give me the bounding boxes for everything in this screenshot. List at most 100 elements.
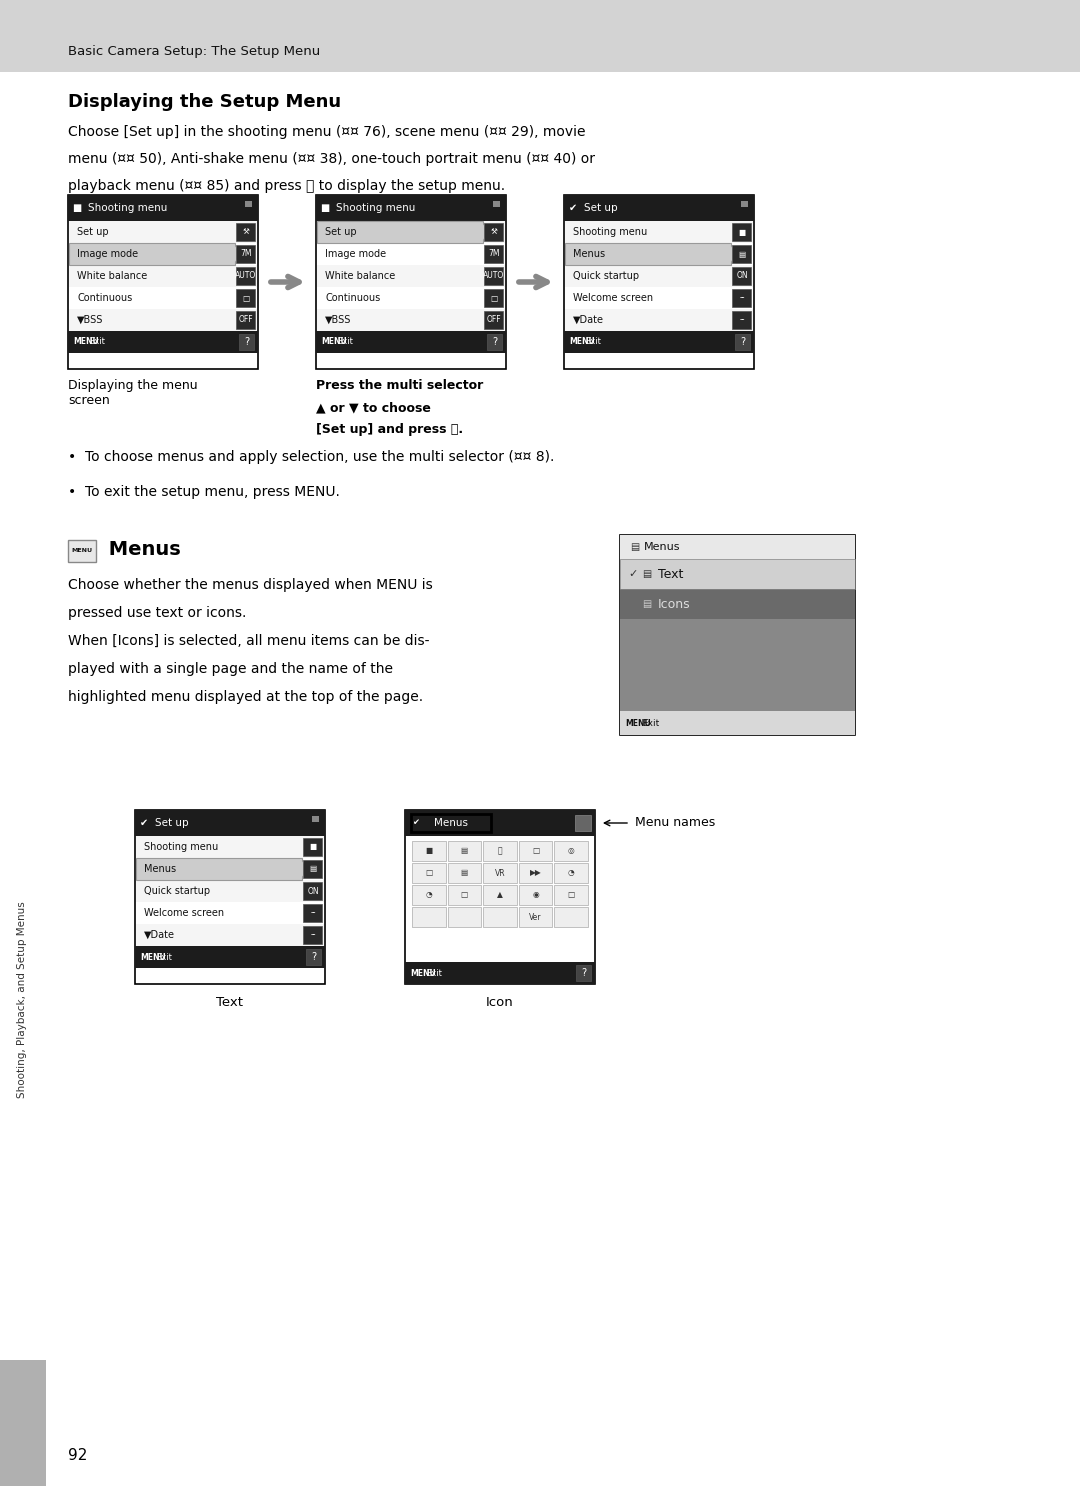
Text: --: -- (310, 908, 315, 917)
Bar (69, 221, 257, 244)
Bar (245, 201, 252, 207)
Bar (318, 244, 505, 265)
Text: When [Icons] is selected, all menu items can be dis-: When [Icons] is selected, all menu items… (68, 635, 430, 648)
Bar (483, 886, 517, 905)
Polygon shape (482, 223, 489, 241)
Bar (518, 841, 552, 860)
Text: --: -- (739, 315, 745, 324)
Text: MENU: MENU (625, 719, 651, 728)
Text: Choose [Set up] in the shooting menu (¤¤ 76), scene menu (¤¤ 29), movie: Choose [Set up] in the shooting menu (¤¤… (68, 125, 585, 140)
Bar (554, 906, 588, 927)
Text: □: □ (532, 847, 539, 856)
Text: ■: ■ (309, 843, 316, 851)
Text: Menus: Menus (102, 539, 180, 559)
Text: ▼Date: ▼Date (573, 315, 604, 325)
Text: Icon: Icon (486, 996, 514, 1009)
Text: Quick startup: Quick startup (573, 270, 639, 281)
Bar (69, 244, 257, 265)
Bar (135, 947, 325, 967)
Text: ?: ? (581, 967, 586, 978)
Bar (492, 201, 500, 207)
Text: Set up: Set up (156, 817, 189, 828)
Bar (405, 810, 595, 984)
Text: □: □ (490, 294, 498, 303)
Text: Shooting menu: Shooting menu (144, 843, 218, 851)
Text: ⏻: ⏻ (498, 847, 502, 856)
Text: ?: ? (311, 953, 316, 961)
Text: Press the multi selector: Press the multi selector (316, 379, 483, 392)
Bar (483, 906, 517, 927)
Bar (136, 902, 324, 924)
Text: OFF: OFF (487, 315, 501, 324)
Text: Set up: Set up (77, 227, 109, 236)
Bar (565, 287, 753, 309)
Text: Welcome screen: Welcome screen (144, 908, 225, 918)
Bar (620, 588, 855, 620)
Bar (447, 906, 482, 927)
Bar (732, 223, 751, 241)
Text: MENU: MENU (410, 969, 435, 978)
Text: Quick startup: Quick startup (144, 886, 211, 896)
Text: ?: ? (741, 337, 745, 348)
Bar (411, 814, 491, 832)
Bar (620, 559, 855, 588)
Bar (306, 950, 321, 964)
Bar (564, 195, 754, 369)
Bar (0, 0, 1080, 71)
Bar (316, 331, 507, 354)
Bar (565, 244, 731, 265)
Bar (237, 288, 255, 308)
Bar (237, 223, 255, 241)
Text: ON: ON (737, 272, 747, 281)
Text: ?: ? (492, 337, 498, 348)
Text: Shooting menu: Shooting menu (573, 227, 647, 236)
Bar (484, 267, 503, 285)
Text: Set up: Set up (325, 227, 356, 236)
Text: [Set up] and press ⒪.: [Set up] and press ⒪. (316, 424, 463, 435)
Text: Exit: Exit (89, 337, 105, 346)
Bar (68, 331, 258, 354)
Text: VR: VR (495, 868, 505, 878)
Bar (484, 223, 503, 241)
Bar (483, 841, 517, 860)
Text: Displaying the menu
screen: Displaying the menu screen (68, 379, 198, 407)
Text: 7M: 7M (488, 250, 500, 259)
Text: Choose whether the menus displayed when MENU is: Choose whether the menus displayed when … (68, 578, 433, 591)
Text: ▼BSS: ▼BSS (325, 315, 351, 325)
Text: Continuous: Continuous (325, 293, 380, 303)
Text: Menus: Menus (144, 863, 176, 874)
Bar (237, 311, 255, 328)
Bar (732, 245, 751, 263)
Bar (135, 810, 325, 837)
Text: ?: ? (244, 337, 249, 348)
Bar (518, 906, 552, 927)
Bar (237, 267, 255, 285)
Text: Menus: Menus (434, 817, 468, 828)
Bar (484, 245, 503, 263)
Text: ✔: ✔ (140, 817, 148, 828)
Text: Exit: Exit (585, 337, 600, 346)
Bar (303, 838, 322, 856)
Bar (575, 814, 591, 831)
Bar (565, 221, 753, 244)
Text: ▤: ▤ (309, 865, 316, 874)
Bar (576, 964, 591, 981)
Bar (405, 810, 595, 837)
Text: 92: 92 (68, 1447, 87, 1462)
Bar (565, 309, 753, 331)
Text: AUTO: AUTO (484, 272, 504, 281)
Bar (318, 221, 505, 244)
Text: ▤: ▤ (461, 847, 468, 856)
Bar (554, 886, 588, 905)
Text: --: -- (739, 294, 745, 303)
Text: Basic Camera Setup: The Setup Menu: Basic Camera Setup: The Setup Menu (68, 46, 321, 58)
Bar (620, 620, 855, 710)
Text: Shooting menu: Shooting menu (336, 204, 416, 212)
Text: highlighted menu displayed at the top of the page.: highlighted menu displayed at the top of… (68, 690, 423, 704)
Bar (0, 1360, 46, 1486)
Text: 7M: 7M (240, 250, 252, 259)
Text: Text: Text (658, 568, 684, 581)
Text: menu (¤¤ 50), Anti-shake menu (¤¤ 38), one-touch portrait menu (¤¤ 40) or: menu (¤¤ 50), Anti-shake menu (¤¤ 38), o… (68, 152, 595, 166)
Text: MENU: MENU (321, 337, 347, 346)
Text: Image mode: Image mode (77, 250, 138, 259)
